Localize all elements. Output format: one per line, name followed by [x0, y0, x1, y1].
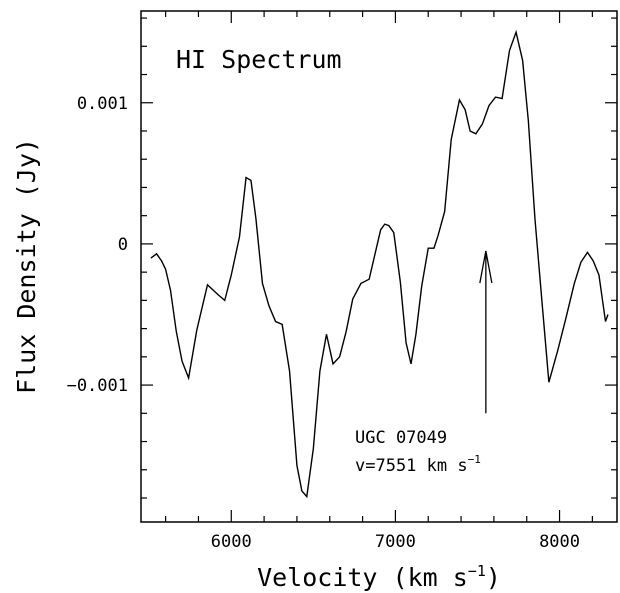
x-axis-title-close: ) [486, 563, 501, 592]
annotation-galaxy-name: UGC 07049 [355, 428, 447, 448]
x-tick-label: 8000 [539, 532, 580, 552]
x-tick-labels: 6000 7000 8000 [211, 532, 580, 552]
y-tick-label: 0.001 [77, 94, 128, 114]
panel-title: HI Spectrum [176, 45, 342, 74]
velocity-arrow [479, 250, 493, 414]
y-tick-label: 0 [118, 235, 128, 255]
plot-frame [140, 10, 618, 523]
x-tick-label: 7000 [375, 532, 416, 552]
y-tick-labels: 0.001 0 −0.001 [67, 94, 128, 396]
x-axis-title: Velocity (km s−1) [257, 562, 501, 592]
arrow-head [479, 250, 493, 284]
y-axis-title: Flux Density (Jy) [12, 138, 41, 394]
x-axis-title-exponent: −1 [468, 562, 486, 580]
spectrum-line [150, 29, 609, 499]
y-tick-label: −0.001 [67, 376, 128, 396]
axis-ticks [141, 11, 617, 522]
annotation-velocity: v=7551 km s−1 [355, 453, 481, 476]
annotation-velocity-exponent: −1 [468, 453, 481, 466]
x-tick-label: 6000 [211, 532, 252, 552]
